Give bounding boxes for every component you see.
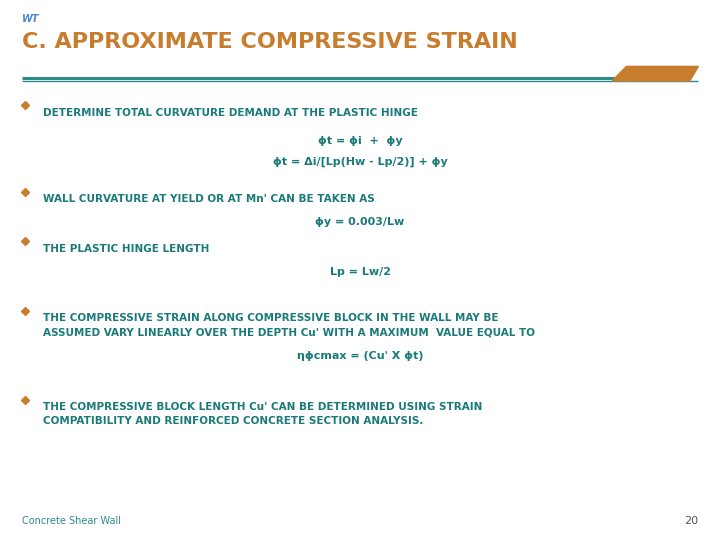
Text: THE PLASTIC HINGE LENGTH: THE PLASTIC HINGE LENGTH [43,244,210,254]
Text: ϕt = ϕi  +  ϕy: ϕt = ϕi + ϕy [318,136,402,146]
Text: ϕt = Δi/[Lp(Hw - Lp/2)] + ϕy: ϕt = Δi/[Lp(Hw - Lp/2)] + ϕy [273,157,447,167]
Text: Concrete Shear Wall: Concrete Shear Wall [22,516,121,526]
Text: Lp = Lw/2: Lp = Lw/2 [330,267,390,278]
Text: C. APPROXIMATE COMPRESSIVE STRAIN: C. APPROXIMATE COMPRESSIVE STRAIN [22,32,518,52]
Text: WT: WT [22,14,39,24]
Text: DETERMINE TOTAL CURVATURE DEMAND AT THE PLASTIC HINGE: DETERMINE TOTAL CURVATURE DEMAND AT THE … [43,108,418,118]
Text: WALL CURVATURE AT YIELD OR AT Mn' CAN BE TAKEN AS: WALL CURVATURE AT YIELD OR AT Mn' CAN BE… [43,194,375,205]
Polygon shape [612,66,698,81]
Text: THE COMPRESSIVE BLOCK LENGTH Cu' CAN BE DETERMINED USING STRAIN
COMPATIBILITY AN: THE COMPRESSIVE BLOCK LENGTH Cu' CAN BE … [43,402,482,426]
Text: ηϕcmax = (Cu' X ϕt): ηϕcmax = (Cu' X ϕt) [297,351,423,361]
Text: THE COMPRESSIVE STRAIN ALONG COMPRESSIVE BLOCK IN THE WALL MAY BE
ASSUMED VARY L: THE COMPRESSIVE STRAIN ALONG COMPRESSIVE… [43,313,535,337]
Text: ϕy = 0.003/Lw: ϕy = 0.003/Lw [315,217,405,227]
Text: 20: 20 [684,516,698,526]
